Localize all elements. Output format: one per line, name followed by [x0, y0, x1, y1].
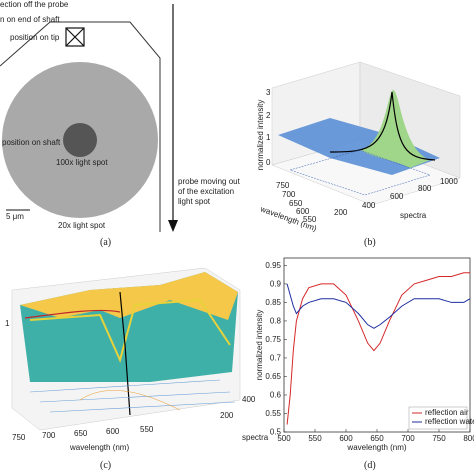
- red-line: [24, 309, 121, 319]
- tick-label: 200: [220, 411, 234, 420]
- tick-label: 800: [418, 184, 432, 193]
- y-tick-label: 0.8: [270, 316, 282, 325]
- ridge: [29, 298, 231, 363]
- light-spot-100x: [63, 123, 97, 157]
- label: ection off the probe: [0, 0, 69, 9]
- tick-label: 600: [390, 192, 404, 201]
- caption: (d): [364, 460, 376, 471]
- panel-c: 1 750 700 650 600 550 wavelength (nm) 20…: [5, 267, 269, 471]
- tick-label: 0: [266, 158, 271, 167]
- tick-label: 750: [276, 181, 290, 190]
- contour: [29, 379, 236, 413]
- arrow-label: probe moving out: [178, 177, 241, 186]
- caption: (c): [100, 460, 111, 471]
- legend-label: reflection air: [425, 408, 469, 417]
- contour: [289, 149, 431, 196]
- peak: [360, 90, 430, 168]
- series-line: [286, 272, 470, 425]
- x-tick-label: 550: [308, 434, 322, 443]
- y-tick-label: 0.75: [265, 335, 281, 344]
- y-axis-label: normalized intensity: [255, 310, 264, 381]
- legend-label: reflection water: [425, 417, 474, 426]
- panel-a: ection off the probe n on end of shaft p…: [0, 0, 241, 248]
- label: 100x light spot: [56, 158, 108, 167]
- tick-label: 600: [106, 427, 120, 436]
- x-axis-label: wavelength (nm): [346, 443, 406, 452]
- axis-label: spectra: [400, 211, 427, 220]
- tick-label: 400: [362, 201, 376, 210]
- label: n on end of shaft: [0, 15, 60, 24]
- tick-label: 200: [334, 208, 348, 217]
- tick-label: 750: [12, 433, 26, 442]
- label: 20x light spot: [58, 221, 106, 230]
- axis-label: spectra: [242, 433, 269, 442]
- x-tick-label: 600: [339, 434, 353, 443]
- tick-label: 600: [296, 207, 310, 216]
- y-tick-label: 0.55: [265, 409, 281, 418]
- tick-label: 650: [74, 429, 88, 438]
- probe-outline: [0, 21, 161, 232]
- x-tick-label: 800: [463, 434, 474, 443]
- caption: (a): [100, 237, 111, 248]
- x-tick-label: 700: [401, 434, 415, 443]
- x-tick-label: 500: [277, 434, 291, 443]
- tick-label: 1000: [440, 177, 458, 186]
- tick-label: 400: [242, 395, 256, 404]
- x-tick-label: 650: [370, 434, 384, 443]
- surface-top: [20, 272, 238, 320]
- axis-label: wavelength (nm): [69, 443, 129, 452]
- tick-label: 1: [266, 133, 271, 142]
- x-tick-label: 750: [432, 434, 446, 443]
- tip-box: [65, 27, 85, 47]
- arrow-label: of the excitation: [178, 187, 234, 196]
- y-tick-label: 0.5: [270, 428, 282, 437]
- series-line: [286, 283, 471, 329]
- arrow-label: light spot: [178, 197, 211, 206]
- plot-area: [283, 257, 471, 433]
- tick-label: 550: [303, 215, 317, 224]
- label: position on tip: [10, 33, 60, 42]
- contour: [79, 390, 181, 411]
- legend-box: [408, 406, 468, 430]
- tick-label: 2: [266, 111, 271, 120]
- tip-cross: [65, 27, 85, 47]
- y-tick-label: 0.85: [265, 298, 281, 307]
- y-tick-label: 0.65: [265, 372, 281, 381]
- label: position on shaft: [2, 138, 61, 147]
- tick-label: 650: [289, 199, 303, 208]
- y-tick-label: 0.95: [265, 261, 281, 270]
- label: 5 μm: [6, 212, 24, 221]
- axis-label: normalized intensity: [256, 100, 265, 171]
- tick-label: 550: [140, 425, 154, 434]
- y-tick-label: 0.9: [270, 279, 282, 288]
- panel-b: normalized intensity 0 1 2 3 750 700 650…: [256, 61, 461, 248]
- tick-label: 1: [5, 319, 10, 328]
- tick-label: 3: [266, 88, 271, 97]
- tick-label: 700: [42, 431, 56, 440]
- tick-label: 700: [282, 190, 296, 199]
- caption: (b): [364, 237, 376, 248]
- arrow-head: [168, 220, 178, 232]
- y-tick-label: 0.7: [270, 353, 282, 362]
- y-tick-label: 0.6: [270, 390, 282, 399]
- mean-line: [329, 91, 436, 161]
